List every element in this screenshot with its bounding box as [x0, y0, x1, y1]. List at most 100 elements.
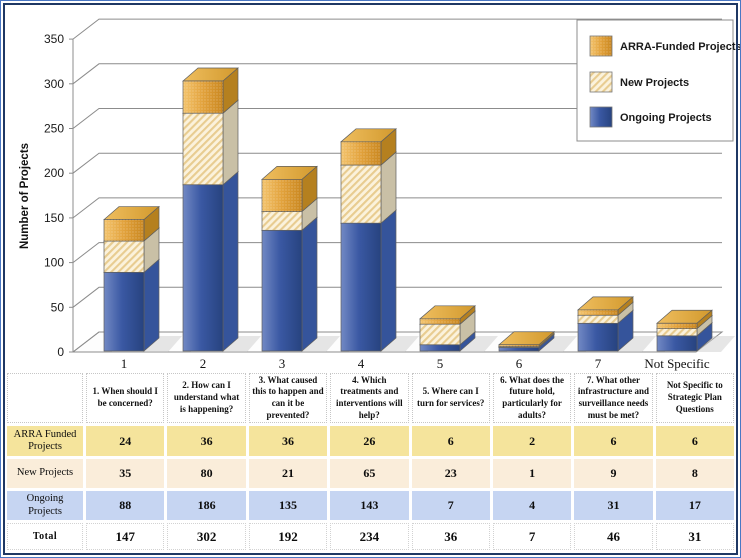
legend-item-arra: ARRA-Funded Projects — [589, 35, 741, 57]
value-cell: 31 — [655, 523, 734, 550]
y-tick-label: 0 — [57, 345, 64, 359]
segment-front-face — [656, 328, 698, 337]
segment-texture-overlay — [262, 179, 302, 212]
segment-front-face — [340, 222, 382, 352]
value-cell: 31 — [574, 491, 653, 520]
value-cell: 36 — [411, 523, 490, 550]
question-header-cell: 4. Which treatments and interventions wi… — [330, 373, 409, 423]
value-cell: 65 — [330, 459, 409, 488]
legend: ARRA-Funded Projects New Projects Ongoing … — [576, 19, 741, 142]
category-label: 7 — [595, 356, 602, 371]
category-label: 6 — [516, 356, 523, 371]
category-label: 5 — [437, 356, 444, 371]
y-tick-label: 100 — [44, 256, 64, 270]
value-cell: 9 — [574, 459, 653, 488]
value-cell: 6 — [411, 426, 490, 456]
value-cell: 2 — [492, 426, 572, 456]
value-cell: 26 — [330, 426, 409, 456]
bar-5-segment-arra — [419, 305, 476, 325]
bar-6-segment-arra — [498, 330, 555, 348]
y-tick-label: 50 — [51, 300, 65, 314]
segment-front-face — [103, 240, 145, 273]
bar-1-segment-arra — [103, 205, 160, 242]
question-header-cell: 1. When should I be concerned? — [86, 373, 165, 423]
segment-side-face — [222, 170, 239, 352]
question-header-cell: 3. What caused this to happen and can it… — [248, 373, 328, 423]
value-cell: 80 — [167, 459, 246, 488]
segment-front-face — [498, 347, 540, 352]
bar-2-segment-ongoing — [182, 170, 239, 352]
gridline-350 — [72, 18, 722, 40]
value-cell: 4 — [492, 491, 572, 520]
segment-front-face — [182, 112, 224, 186]
legend-label: ARRA-Funded Projects — [620, 41, 741, 53]
y-tick-label: 300 — [44, 77, 64, 91]
y-tick-label: 200 — [44, 166, 64, 180]
value-cell: 234 — [330, 523, 409, 550]
segment-texture-overlay — [420, 318, 460, 325]
row-label-cell: Ongoing Projects — [7, 491, 83, 520]
segment-front-face — [261, 229, 303, 352]
category-label: 4 — [358, 356, 365, 371]
stacked-bar-chart: 0 50 100 150 200 250 300 350 Number of Projects 1… — [19, 18, 741, 371]
segment-side-face — [301, 216, 318, 352]
value-cell: 17 — [655, 491, 734, 520]
bar-3-segment-arra — [261, 165, 318, 213]
gridline-150 — [72, 197, 722, 219]
segment-front-face — [182, 184, 224, 352]
segment-front-face — [656, 335, 698, 352]
question-header-cell: 7. What other infrastructure and surveil… — [574, 373, 653, 423]
segment-side-face — [380, 209, 397, 352]
legend-swatch-arra-icon — [590, 36, 612, 56]
value-cell: 1 — [492, 459, 572, 488]
segment-front-face — [340, 164, 382, 224]
category-label: 2 — [200, 356, 207, 371]
segment-texture-overlay — [578, 309, 618, 316]
segment-front-face — [419, 323, 461, 346]
value-cell: 35 — [86, 459, 165, 488]
segment-texture-overlay — [341, 141, 381, 166]
value-cell: 24 — [86, 426, 165, 456]
question-header-cell: Not Specific to Strategic Plan Questions — [655, 373, 734, 423]
bar-3-segment-ongoing — [261, 216, 318, 352]
value-cell: 186 — [167, 491, 246, 520]
question-header-cell: 6. What does the future hold, particular… — [492, 373, 572, 423]
value-cell: 23 — [411, 459, 490, 488]
bar-4-segment-arra — [340, 128, 397, 166]
value-cell: 36 — [248, 426, 328, 456]
segment-front-face — [419, 344, 461, 352]
segment-side-face — [222, 99, 239, 186]
y-axis-title: Number of Projects — [19, 143, 31, 249]
value-cell: 6 — [655, 426, 734, 456]
bar-8-segment-arra — [656, 309, 713, 330]
value-cell: 302 — [167, 523, 246, 550]
value-cell: 147 — [86, 523, 165, 550]
legend-label: Ongoing Projects — [620, 112, 712, 124]
row-label-cell: ARRA Funded Projects — [7, 426, 83, 456]
value-cell: 7 — [411, 491, 490, 520]
y-tick-label: 250 — [44, 122, 64, 136]
bars — [103, 67, 735, 352]
row-label-cell: New Projects — [7, 459, 83, 488]
value-cell: 36 — [167, 426, 246, 456]
category-label: 1 — [121, 356, 128, 371]
segment-texture-overlay — [183, 81, 223, 114]
question-header-cell: 2. How can I understand what is happenin… — [167, 373, 246, 423]
legend-item-new: New Projects — [589, 71, 689, 93]
category-label: 3 — [279, 356, 286, 371]
value-cell: 135 — [248, 491, 328, 520]
value-cell: 21 — [248, 459, 328, 488]
value-cell: 8 — [655, 459, 734, 488]
value-cell: 6 — [574, 426, 653, 456]
legend-label: New Projects — [620, 77, 689, 89]
value-cell: 192 — [248, 523, 328, 550]
bar-4-segment-ongoing — [340, 209, 397, 352]
segment-texture-overlay — [657, 323, 697, 329]
value-cell: 143 — [330, 491, 409, 520]
table-corner-cell — [7, 373, 83, 423]
segment-front-face — [577, 314, 619, 324]
gridline-250 — [72, 108, 722, 129]
legend-swatch-new-icon — [589, 71, 613, 93]
bar-2-segment-arra — [182, 67, 239, 114]
legend-swatch-ongoing-icon — [589, 106, 613, 128]
